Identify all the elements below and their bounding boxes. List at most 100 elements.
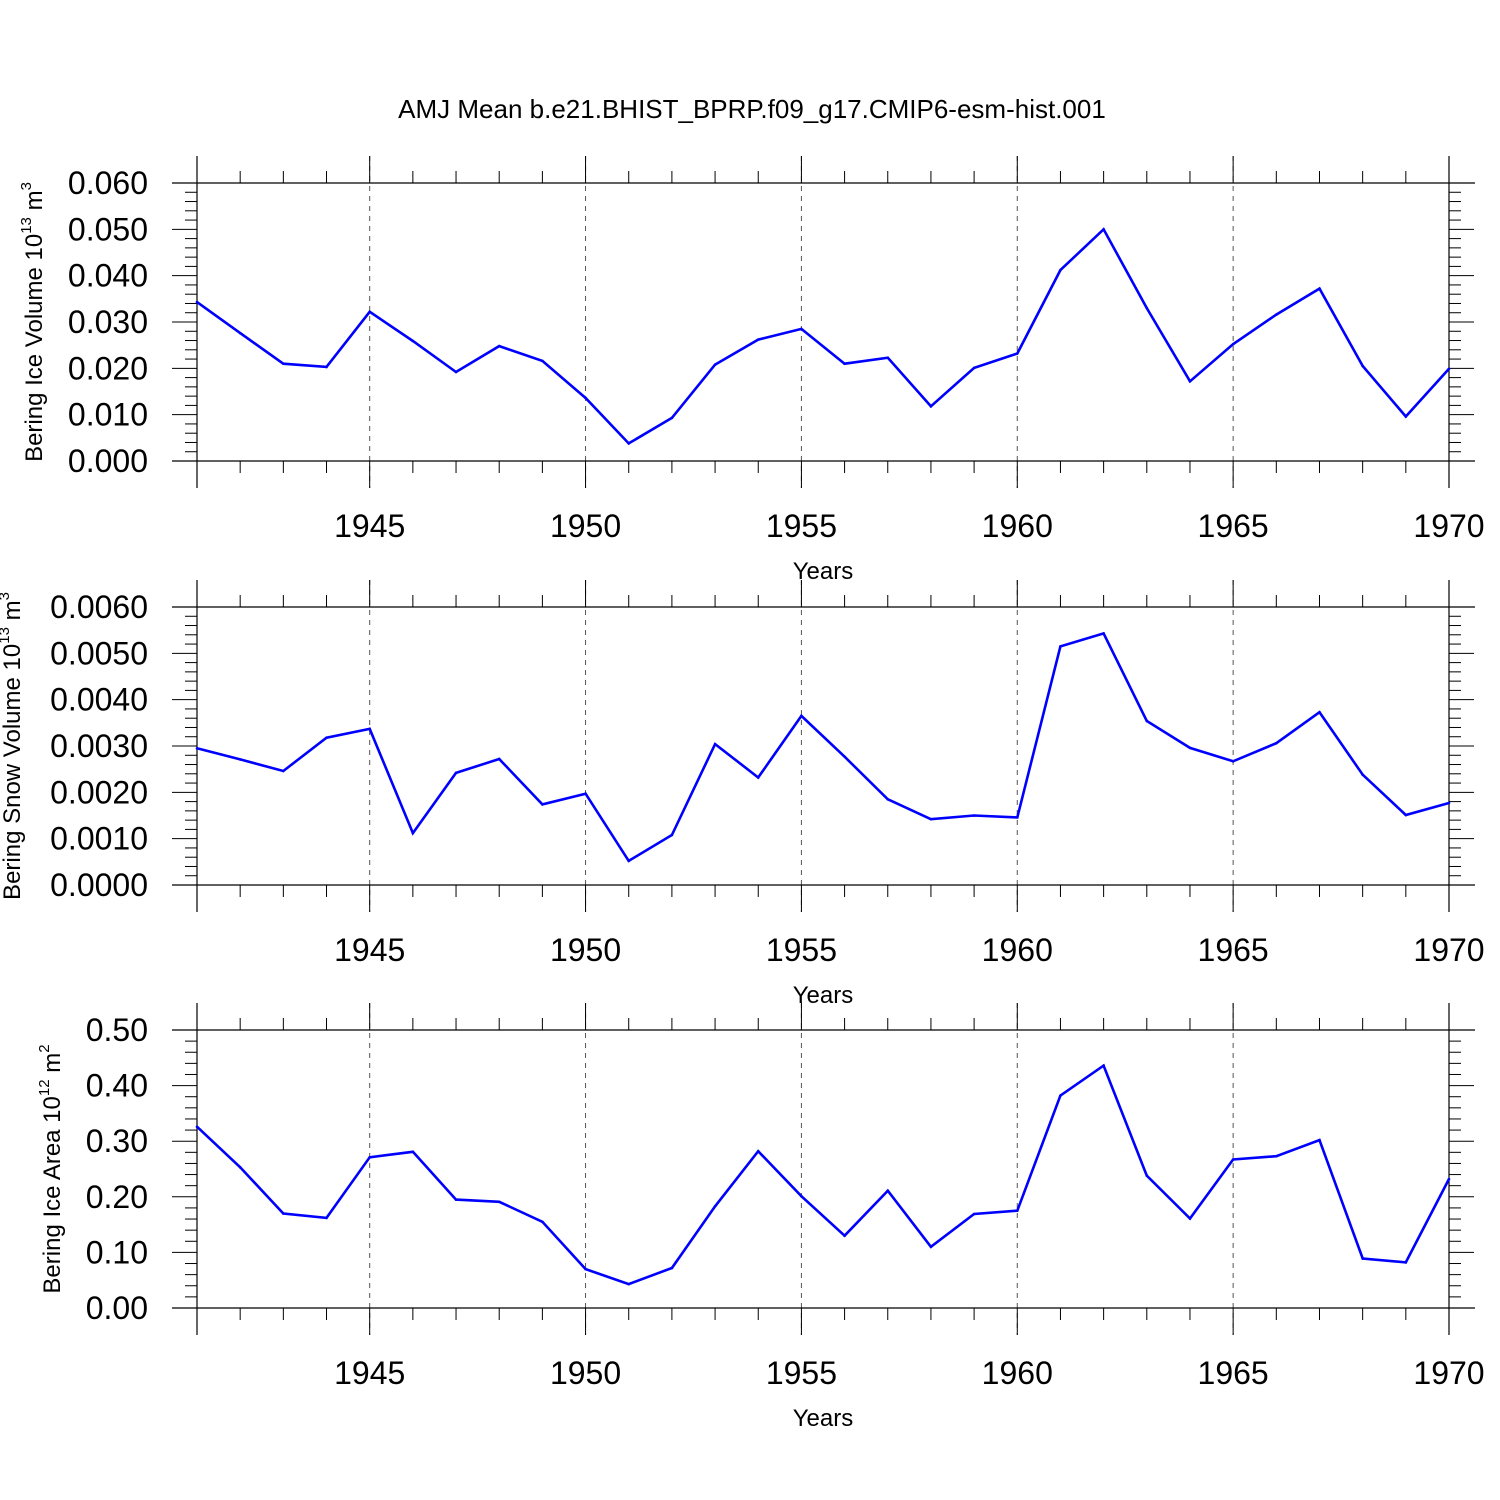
ice-volume-data-point (886, 356, 890, 359)
snow-volume-data-point (843, 755, 846, 758)
x-tick-label: 1955 (766, 932, 837, 968)
y-axis-title-ylabel: Bering Snow Volume 10 (0, 644, 26, 900)
snow-volume-data-point (584, 792, 587, 796)
snow-volume-data-point (1361, 773, 1364, 777)
snow-volume-data-point (541, 803, 544, 806)
y-tick-label: 0.0010 (50, 821, 148, 857)
y-axis-title: Bering Ice Area 1012 m2 (36, 1044, 66, 1293)
ice-area-data-point (886, 1189, 890, 1192)
snow-volume-data-point (195, 747, 199, 750)
ice-volume-data-point (1275, 313, 1278, 316)
ice-area-data-point (541, 1220, 544, 1224)
ice-area-data-point (368, 1156, 371, 1159)
ice-area-data-point (497, 1200, 501, 1204)
ice-area-data-point (282, 1212, 285, 1215)
y-axis-title: Bering Snow Volume 1013 m3 (0, 592, 26, 900)
y-tick-label: 0.030 (68, 304, 148, 340)
y-tick-label: 0.0040 (50, 682, 148, 718)
y-tick-label: 0.000 (68, 443, 148, 479)
ice-volume-data-point (238, 331, 242, 335)
snow-volume-data-point (670, 833, 674, 837)
snow-volume-data-point (1015, 816, 1019, 819)
x-tick-label: 1960 (982, 1355, 1053, 1391)
x-tick-label: 1950 (550, 932, 621, 968)
ice-volume-data-point (1145, 306, 1149, 310)
ice-volume-data-point (929, 405, 933, 408)
chart-title: AMJ Mean b.e21.BHIST_BPRP.f09_g17.CMIP6-… (398, 94, 1106, 124)
y-axis-title-ylabel-unit-exp: 3 (18, 182, 35, 190)
x-tick-label: 1950 (550, 1355, 621, 1391)
snow-volume-data-point (282, 769, 285, 773)
y-tick-label: 0.060 (68, 165, 148, 201)
y-axis-title-ylabel-unit: m (39, 1053, 66, 1080)
ice-area-data-point (929, 1245, 933, 1249)
x-axis-title: Years (793, 1405, 854, 1432)
ice-volume-data-point (1059, 268, 1062, 272)
snow-volume-data-point (627, 859, 631, 863)
y-axis-title-ylabel-exp: 13 (0, 627, 13, 644)
ice-volume-data-point (584, 396, 587, 400)
ice-area-data-point (713, 1204, 717, 1208)
ice-volume-data-point (1231, 342, 1235, 346)
ice-area-data-point (1404, 1261, 1408, 1264)
snow-volume-panel: 0.0000 0.0010 0.0020 0.0030 0.0040 0.0050 0.00… (0, 580, 1485, 1009)
snow-volume-data-point (454, 771, 458, 775)
snow-volume-data-point (1318, 710, 1321, 714)
y-tick-label: 0.0030 (50, 728, 148, 764)
x-axis-title: Years (793, 558, 854, 585)
ice-area-panel: 0.00 0.10 0.20 0.30 0.40 0.50 1945 1950 1955 1960… (36, 1003, 1485, 1432)
snow-volume-data-point (929, 817, 933, 821)
ice-volume-data-point (541, 359, 544, 363)
snow-volume-data-point (1059, 645, 1062, 648)
x-tick-label: 1965 (1198, 508, 1269, 544)
y-axis-title-ylabel: Bering Ice Area 10 (39, 1096, 66, 1293)
ice-area-data-point (454, 1198, 458, 1201)
ice-area-series-line (196, 1063, 1451, 1286)
ice-area-data-point (972, 1212, 976, 1216)
x-tick-label: 1965 (1198, 1355, 1269, 1391)
ice-volume-data-point (411, 339, 415, 343)
y-tick-label: 0.010 (68, 397, 148, 433)
x-tick-label: 1960 (982, 932, 1053, 968)
ice-volume-series-line (196, 227, 1450, 446)
snow-volume-data-point (1188, 746, 1192, 750)
snow-volume-data-point (325, 736, 328, 739)
ice-area-data-point (1188, 1217, 1192, 1220)
ice-volume-data-point (1015, 352, 1019, 355)
ice-volume-data-point (756, 338, 760, 341)
snow-volume-data-point (972, 814, 976, 817)
x-tick-label: 1955 (766, 508, 837, 544)
y-tick-label: 0.0050 (50, 635, 148, 671)
x-tick-label: 1970 (1413, 1355, 1484, 1391)
x-tick-label: 1970 (1413, 932, 1484, 968)
ice-volume-data-point (325, 365, 328, 369)
y-tick-label: 0.040 (68, 258, 148, 294)
ice-area-data-point (195, 1125, 199, 1129)
ice-area-data-point (584, 1267, 587, 1271)
snow-volume-data-point (1404, 813, 1408, 817)
snow-volume-data-point (886, 797, 890, 801)
y-axis-title-ylabel-exp: 13 (18, 217, 35, 234)
snow-volume-data-point (238, 758, 242, 761)
ice-area-data-point (1145, 1174, 1149, 1177)
ice-area-data-point (411, 1150, 415, 1154)
y-tick-label: 0.0020 (50, 774, 148, 810)
x-tick-label: 1950 (550, 508, 621, 544)
ice-volume-data-point (1361, 364, 1364, 368)
snow-volume-data-point (1145, 719, 1149, 723)
x-tick-label: 1945 (334, 1355, 405, 1391)
ice-volume-data-point (713, 363, 717, 366)
x-tick-label: 1965 (1198, 932, 1269, 968)
y-tick-label: 0.0060 (50, 589, 148, 625)
ice-volume-data-point (454, 370, 458, 374)
x-tick-label: 1945 (334, 508, 405, 544)
ice-volume-panel: 0.000 0.010 0.020 0.030 0.040 0.050 0.060 1945 1… (18, 156, 1485, 585)
y-axis-title-ylabel: Bering Ice Volume 10 (21, 234, 48, 462)
snow-volume-data-point (713, 742, 717, 746)
ice-area-data-point (238, 1166, 242, 1169)
y-axis-title-ylabel-unit-exp: 3 (0, 592, 13, 600)
ice-area-data-point (627, 1282, 631, 1286)
ice-volume-data-point (843, 362, 846, 366)
ice-area-data-point (843, 1234, 846, 1238)
